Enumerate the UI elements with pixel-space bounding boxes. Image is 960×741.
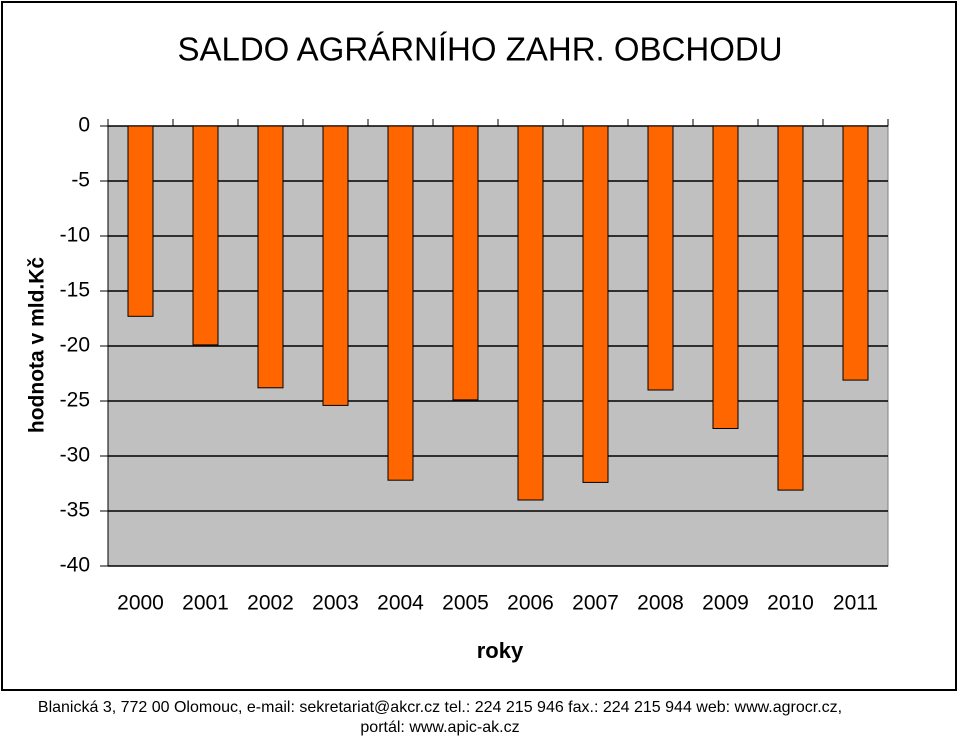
bar: [387, 125, 414, 481]
bar: [127, 125, 154, 317]
x-tick-label: 2004: [377, 592, 424, 615]
footer-line: portál: www.apic-ak.cz: [360, 719, 519, 736]
bar: [322, 125, 349, 406]
y-tick-label: 0: [78, 114, 90, 137]
footer-line: Blanická 3, 772 00 Olomouc, e-mail: sekr…: [38, 699, 842, 716]
y-tick-label: -40: [60, 554, 90, 577]
y-tick-label: -10: [60, 224, 90, 247]
y-tick-label: -5: [71, 169, 90, 192]
bar: [647, 125, 674, 391]
x-tick-label: 2003: [312, 592, 359, 615]
x-tick-label: 2008: [637, 592, 684, 615]
x-tick-label: 2001: [182, 592, 229, 615]
x-tick-label: 2006: [507, 592, 554, 615]
y-tick-label: -20: [60, 334, 90, 357]
x-tick-label: 2010: [767, 592, 814, 615]
y-tick-label: -30: [60, 444, 90, 467]
bar: [582, 125, 609, 483]
bar: [257, 125, 284, 389]
y-axis-label: hodnota v mld.Kč: [26, 257, 49, 433]
x-axis-label: roky: [477, 638, 524, 663]
bar: [192, 125, 219, 346]
bar: [777, 125, 804, 491]
chart-title: SALDO AGRÁRNÍHO ZAHR. OBCHODU: [177, 31, 782, 68]
x-tick-label: 2000: [117, 592, 164, 615]
x-tick-label: 2009: [702, 592, 749, 615]
x-tick-label: 2007: [572, 592, 619, 615]
x-tick-label: 2005: [442, 592, 489, 615]
y-tick-label: -25: [60, 389, 90, 412]
y-tick-label: -35: [60, 499, 90, 522]
y-tick-label: -15: [60, 279, 90, 302]
bar: [517, 125, 544, 501]
x-tick-label: 2002: [247, 592, 294, 615]
bar: [842, 125, 869, 381]
bar: [712, 125, 739, 429]
bar: [452, 125, 479, 401]
x-tick-label: 2011: [833, 592, 878, 615]
